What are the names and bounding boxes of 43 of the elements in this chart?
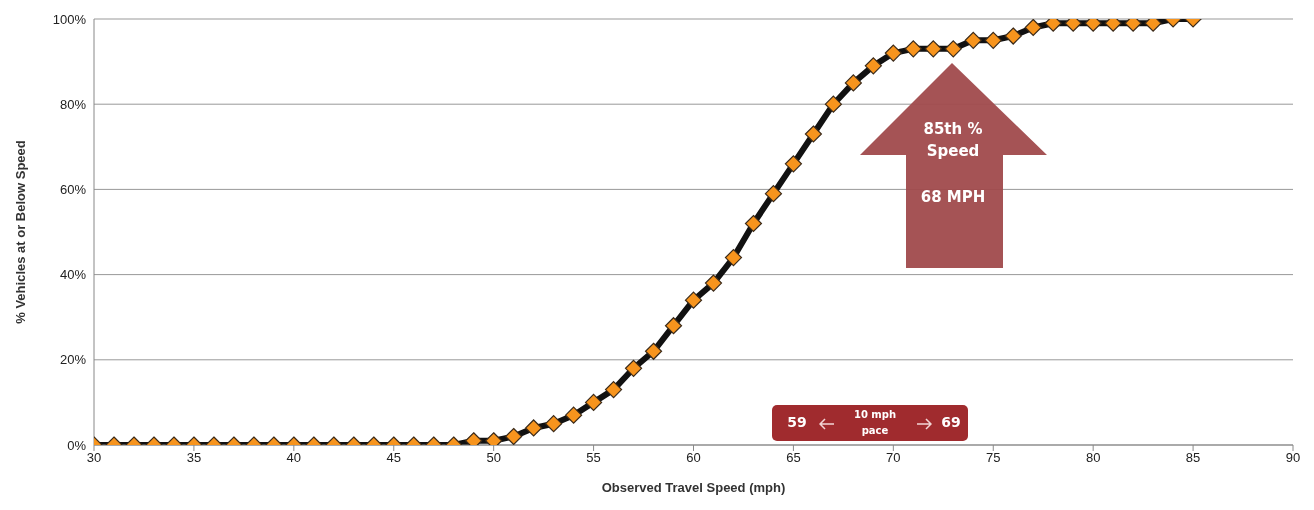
- annotation: 68 MPH: [919, 188, 987, 206]
- x-tick-label: 70: [886, 450, 901, 466]
- x-tick-label: 75: [986, 450, 1001, 466]
- y-tick-label: 100%: [52, 11, 87, 27]
- y-tick-label: 40%: [59, 267, 87, 283]
- x-tick-label: 45: [386, 450, 401, 466]
- point: [944, 40, 962, 58]
- y-tick-label: 20%: [59, 352, 87, 368]
- x-tick-label: 65: [786, 450, 801, 466]
- x-tick-label: 50: [486, 450, 501, 466]
- point: [744, 214, 763, 233]
- x-tick-label: 30: [86, 450, 102, 466]
- point: [704, 274, 723, 292]
- point: [784, 155, 803, 173]
- point: [804, 125, 822, 143]
- x-axis-title: Observed Travel Speed (mph): [601, 480, 786, 495]
- point: [724, 248, 743, 267]
- point: [824, 95, 842, 113]
- point: [964, 31, 982, 49]
- annotation: 85th % Speed: [922, 119, 984, 162]
- point: [764, 185, 783, 203]
- y-tick-label: 80%: [59, 96, 87, 112]
- y-tick-label: 0%: [67, 437, 87, 453]
- annotation: 10 mph pace: [852, 408, 898, 438]
- point: [904, 40, 922, 58]
- x-tick-label: 55: [586, 450, 601, 466]
- y-axis-title: % Vehicles at or Below Speed: [12, 140, 28, 324]
- point: [864, 57, 882, 75]
- annotation: 69: [940, 414, 962, 430]
- annotation: 59: [786, 414, 808, 430]
- point: [844, 74, 862, 92]
- point: [924, 40, 942, 58]
- point: [884, 44, 902, 62]
- x-tick-label: 35: [186, 450, 202, 466]
- y-tick-label: 60%: [59, 182, 87, 198]
- x-tick-label: 80: [1085, 450, 1101, 466]
- x-tick-label: 40: [286, 450, 302, 466]
- x-tick-label: 60: [686, 450, 701, 466]
- point: [1024, 19, 1042, 37]
- x-tick-label: 90: [1285, 450, 1301, 466]
- point: [1004, 27, 1022, 45]
- point: [984, 31, 1002, 49]
- x-tick-label: 85: [1185, 450, 1201, 466]
